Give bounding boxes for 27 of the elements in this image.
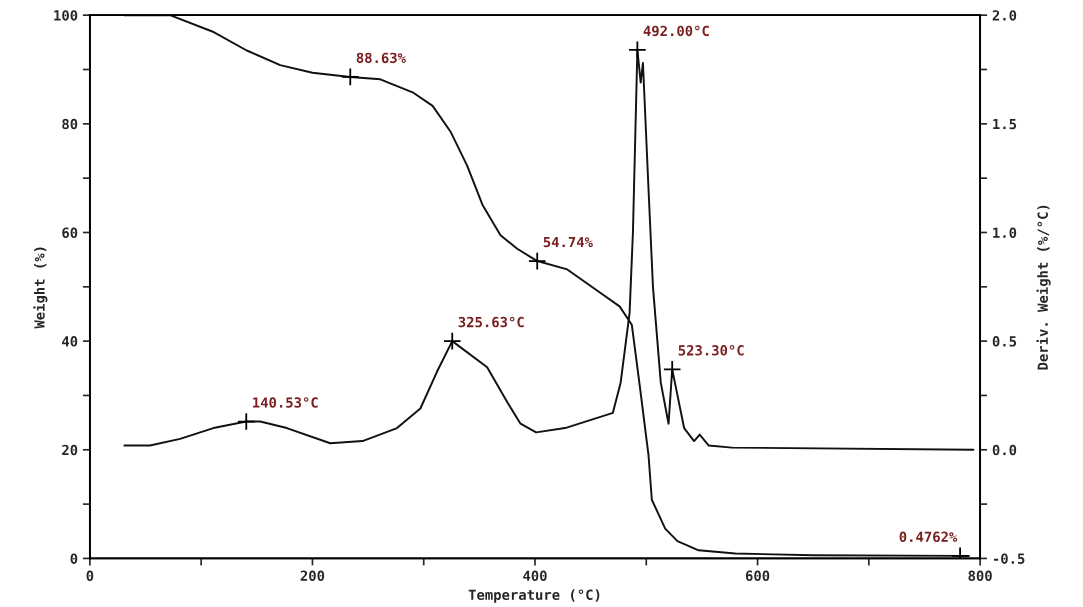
y-axis-title: Weight (%) xyxy=(33,247,48,329)
y2-tick-label: 0.0 xyxy=(992,444,1017,456)
y2-tick-label: 2.0 xyxy=(992,10,1017,21)
y2-axis-title: Deriv. Weight (%/°C) xyxy=(1036,205,1051,370)
annotation: 54.74% xyxy=(543,236,593,248)
x-tick-label: 800 xyxy=(968,570,992,581)
y2-tick-label: 1.5 xyxy=(993,118,1017,130)
y-tick-label: 0 xyxy=(70,553,78,564)
y2-tick-label: 0.5 xyxy=(992,336,1017,347)
annotation: 325.63°C xyxy=(458,316,524,328)
annotation: 88.63% xyxy=(356,52,406,64)
annotation: 0.4762% xyxy=(899,531,958,543)
y-tick-label: 100 xyxy=(54,10,78,21)
annotation: 492.00°C xyxy=(643,25,709,37)
y-tick-label: 40 xyxy=(62,336,78,347)
x-tick-label: 400 xyxy=(523,570,547,581)
x-tick-label: 200 xyxy=(300,570,325,581)
y-tick-label: 60 xyxy=(62,227,78,238)
y-tick-label: 80 xyxy=(62,118,78,130)
x-axis-title: Temperature (°C) xyxy=(468,589,600,603)
annotation: 140.53°C xyxy=(253,397,318,408)
y2-tick-label: 1.0 xyxy=(993,227,1017,238)
x-tick-label: 600 xyxy=(745,570,770,582)
x-tick-label: 0 xyxy=(86,570,94,581)
annotation: 523.30°C xyxy=(678,345,744,356)
y2-tick-label: -0.5 xyxy=(993,553,1025,564)
y-tick-label: 20 xyxy=(62,444,78,456)
